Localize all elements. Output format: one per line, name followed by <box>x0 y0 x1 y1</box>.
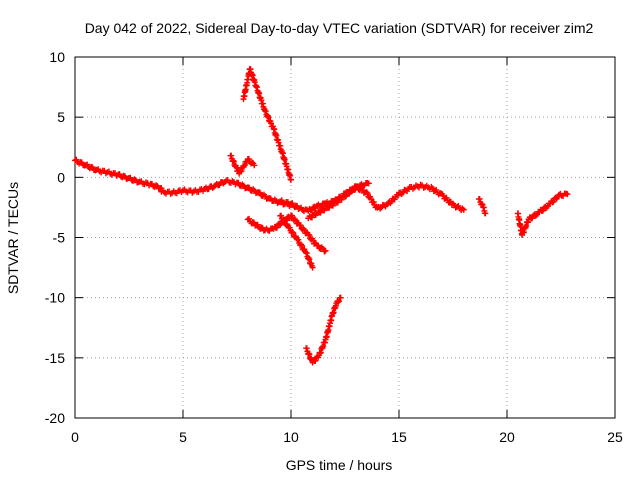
y-tick-label: 0 <box>57 169 65 185</box>
marker-track <box>305 179 372 222</box>
series-sat-j <box>475 195 489 217</box>
series-sat-g <box>277 181 467 215</box>
marker-track <box>475 195 489 217</box>
x-tick-label: 15 <box>391 429 407 445</box>
marker-track <box>72 156 165 192</box>
series-sat-e <box>244 212 329 255</box>
grid <box>75 57 615 418</box>
x-tick-label: 25 <box>607 429 623 445</box>
y-tick-label: 10 <box>49 49 65 65</box>
series-sat-k <box>514 190 571 238</box>
series-sat-i <box>303 294 344 366</box>
data-markers <box>72 65 571 366</box>
x-tick-label: 0 <box>71 429 79 445</box>
x-axis-label: GPS time / hours <box>286 457 393 473</box>
marker-track <box>158 177 294 210</box>
series-sat-a <box>72 156 165 192</box>
y-tick-label: -5 <box>53 230 66 246</box>
marker-track <box>277 212 316 271</box>
y-tick-label: -20 <box>45 410 65 426</box>
marker-track <box>240 65 294 183</box>
series-sat-b <box>158 177 294 210</box>
y-axis-label: SDTVAR / TECUs <box>5 182 21 294</box>
axis-ticks: 0 5 10 15 20 25 10 5 0 -5 -10 -15 -20 <box>45 49 623 445</box>
y-tick-label: 5 <box>57 109 65 125</box>
series-sat-d <box>240 65 294 183</box>
marker-track <box>514 190 571 238</box>
series-sat-f <box>277 212 316 271</box>
series-sat-c <box>227 152 258 177</box>
marker-track <box>244 212 329 255</box>
series-sat-h <box>305 179 372 222</box>
marker-track <box>277 181 467 215</box>
y-tick-label: -10 <box>45 290 65 306</box>
marker-track <box>303 294 344 366</box>
chart-title: Day 042 of 2022, Sidereal Day-to-day VTE… <box>85 20 594 36</box>
x-tick-label: 20 <box>499 429 515 445</box>
y-tick-label: -15 <box>45 350 65 366</box>
marker-track <box>227 152 258 177</box>
x-tick-label: 10 <box>283 429 299 445</box>
x-tick-label: 5 <box>179 429 187 445</box>
